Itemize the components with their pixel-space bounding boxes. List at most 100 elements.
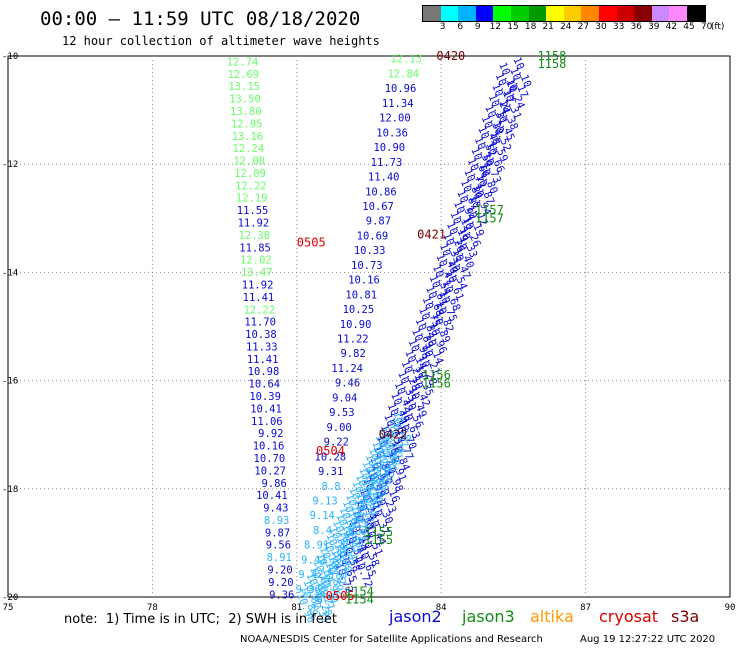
wave-height-value: 9.04 [332, 392, 357, 404]
lat-tick-label: -10 [2, 52, 18, 62]
wave-height-value: 9.87 [366, 216, 391, 228]
wave-height-value: 11.92 [238, 218, 270, 230]
colorbar-label: 21 [542, 22, 554, 32]
wave-height-value: 11.34 [382, 98, 414, 110]
wave-height-value: 10.41 [256, 490, 288, 502]
wave-height-value: 9.43 [263, 503, 288, 515]
colorbar-swatch [669, 6, 687, 21]
colorbar-label: 42 [665, 22, 678, 32]
wave-height-value: 10.16 [253, 441, 285, 453]
wave-height-value: 10.98 [248, 366, 280, 378]
lat-tick-label: -16 [2, 377, 18, 387]
wave-height-value: 10.86 [365, 186, 397, 198]
legend-jason2: jason2 [389, 607, 442, 626]
time-label: 1158 [537, 49, 566, 63]
time-label: 1155 [364, 525, 393, 539]
wave-height-value: 9.86 [262, 478, 287, 490]
wave-height-value: 12.19 [236, 193, 268, 205]
wave-height-value: 8.93 [264, 515, 289, 527]
time-label: 1155 [364, 533, 393, 547]
wave-height-value: 9.53 [329, 407, 354, 419]
time-label: 1154 [345, 585, 374, 599]
wave-height-value: 9.92 [258, 428, 283, 440]
wave-height-value: 12.22 [243, 304, 275, 316]
wave-height-value: 12.09 [234, 168, 266, 180]
wave-height-value: 8.91 [267, 552, 292, 564]
wave-height-value: 8.91 [304, 540, 329, 552]
time-label: 0422 [379, 428, 408, 442]
page-title: 00:00 — 11:59 UTC 08/18/2020 [40, 8, 361, 30]
wave-height-value: 9.13 [312, 496, 337, 508]
wave-height-value: 9.87 [265, 527, 290, 539]
wave-height-value: 12.02 [240, 255, 272, 267]
wave-height-value: 12.13 [390, 54, 422, 66]
wave-height-value: 11.70 [244, 317, 276, 329]
footer-timestamp: Aug 19 12:27:22 UTC 2020 [580, 634, 716, 645]
colorbar-label: 6 [457, 22, 464, 32]
wave-height-value: 9.00 [326, 422, 351, 434]
wave-height-value: 10.27 [254, 465, 286, 477]
wave-height-value: 9.46 [335, 378, 360, 390]
lat-tick-label: -18 [2, 485, 18, 495]
wave-height-value: 9.56 [266, 540, 291, 552]
lat-tick-label: -12 [2, 160, 18, 170]
wave-height-value: 10.36 [376, 127, 408, 139]
colorbar-swatch [475, 6, 494, 21]
colorbar-swatch [616, 6, 635, 21]
wave-height-value: 10.33 [354, 245, 386, 257]
map-frame [7, 55, 731, 598]
colorbar-label: 3 [439, 22, 446, 32]
colorbar-swatch [458, 6, 476, 21]
wave-height-value: 10.81 [345, 289, 377, 301]
wave-height-value: 10.38 [245, 329, 277, 341]
wave-height-value: 11.85 [239, 242, 271, 254]
wave-height-value: 9.31 [318, 466, 343, 478]
colorbar-swatch [510, 6, 529, 21]
colorbar-swatch [546, 6, 564, 21]
colorbar-label: 70 [700, 22, 713, 32]
legend-altika: altika [530, 607, 574, 626]
lon-tick-label: 84 [436, 603, 447, 613]
colorbar-label: 39 [648, 22, 660, 32]
wave-height-value: 9.20 [267, 565, 292, 577]
lat-tick-label: -14 [2, 268, 18, 278]
wave-height-value: 10.70 [254, 453, 286, 465]
wave-height-value: 10.90 [340, 319, 372, 331]
colorbar-label: 18 [524, 22, 537, 32]
wave-height-value: 11.33 [246, 341, 278, 353]
lon-tick-label: 78 [147, 603, 158, 613]
colorbar-label: 36 [630, 22, 642, 32]
time-label: 1154 [345, 593, 374, 607]
wave-height-value: 13.80 [230, 106, 262, 118]
legend-s3a: s3a [671, 607, 700, 626]
wave-height-value: 9.14 [310, 510, 335, 522]
colorbar-swatch [440, 6, 459, 21]
colorbar-label: 15 [507, 22, 519, 32]
wave-height-value: 12.22 [235, 180, 267, 192]
wave-height-value: 10.67 [362, 201, 394, 213]
time-label: 1158 [537, 57, 566, 71]
colorbar-label: 45 [683, 22, 695, 32]
time-label: 0505 [326, 589, 355, 603]
wave-height-value: 13.15 [228, 81, 260, 93]
legend-jason3: jason3 [462, 607, 515, 626]
colorbar-swatch [528, 6, 547, 21]
colorbar-label: (ft) [710, 22, 725, 32]
wave-height-value: 9.43 [301, 554, 326, 566]
wave-height-value: 9.22 [324, 437, 349, 449]
wave-height-value: 12.24 [233, 143, 265, 155]
wave-height-value: 10.96 [385, 83, 417, 95]
wave-height-value: 10.64 [249, 379, 281, 391]
time-label: 0505 [297, 236, 326, 250]
colorbar-label: 27 [577, 22, 590, 32]
wave-height-value: 10.90 [373, 142, 405, 154]
wave-height-value: 11.22 [337, 334, 369, 346]
lon-tick-label: 90 [725, 603, 736, 613]
time-label: 0420 [436, 49, 465, 63]
wave-height-value: 10.41 [250, 403, 282, 415]
wave-height-value: 12.84 [388, 68, 420, 80]
lon-tick-label: 75 [3, 603, 14, 613]
wave-height-value: 11.06 [251, 416, 283, 428]
wave-height-value: 10.69 [357, 230, 389, 242]
